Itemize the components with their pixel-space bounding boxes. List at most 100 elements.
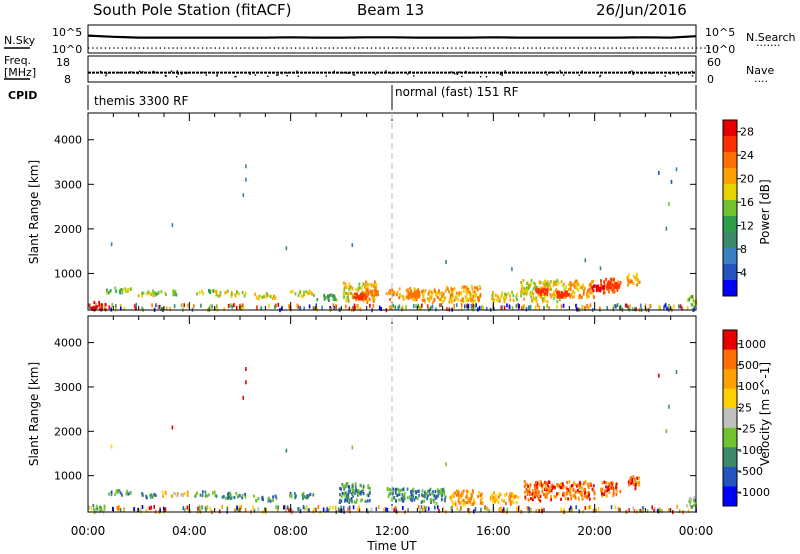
power-echo-mark — [619, 281, 622, 285]
velocity-echo-mark — [345, 482, 348, 486]
velocity-echo-mark — [457, 493, 460, 498]
velocity-colorbar-swatch — [723, 349, 737, 370]
nsearch-dot — [717, 47, 719, 49]
power-ground-mark — [446, 307, 448, 311]
velocity-ground-mark — [308, 508, 310, 513]
power-echo-mark — [424, 300, 426, 304]
velocity-echo-mark — [581, 486, 583, 490]
power-ground-mark — [165, 306, 168, 311]
velocity-ground-mark — [218, 509, 221, 514]
velocity-ground-mark — [352, 505, 355, 510]
power-echo-mark — [444, 296, 447, 300]
velocity-echo-mark — [360, 490, 363, 494]
power-echo-mark — [327, 297, 330, 301]
power-echo-mark — [538, 281, 541, 285]
velocity-echo-mark — [435, 494, 438, 499]
velocity-echo-mark — [423, 499, 426, 503]
power-ground-mark — [229, 303, 232, 308]
power-echo-mark — [610, 278, 613, 282]
power-echo-mark — [219, 290, 222, 295]
velocity-echo-mark — [473, 501, 476, 505]
velocity-echo-mark — [360, 499, 362, 503]
nave-dot — [501, 74, 503, 77]
power-echo-mark — [265, 292, 268, 296]
velocity-echo-mark — [411, 497, 413, 501]
velocity-echo-mark — [588, 497, 591, 501]
power-colorbar-swatch — [723, 216, 737, 233]
velocity-ground-mark — [236, 505, 238, 510]
velocity-echo-mark — [584, 487, 586, 492]
power-ground-mark — [587, 306, 590, 311]
velocity-echo-mark — [544, 486, 547, 491]
nsearch-dot — [493, 47, 495, 49]
power-echo-mark — [516, 298, 518, 302]
nave-dot — [407, 73, 409, 75]
power-scatter-mark — [511, 267, 513, 272]
power-ground-mark — [281, 306, 283, 311]
velocity-colorbar-swatch — [723, 447, 737, 468]
velocity-ground-mark — [394, 505, 397, 510]
power-echo-mark — [125, 288, 127, 292]
nsearch-dot — [594, 47, 596, 49]
power-echo-mark — [126, 289, 129, 293]
power-echo-mark — [602, 291, 605, 295]
power-echo-mark — [396, 293, 398, 297]
power-echo-mark — [538, 291, 541, 296]
velocity-echo-mark — [466, 493, 468, 497]
velocity-echo-mark — [433, 500, 436, 504]
velocity-echo-mark — [562, 482, 564, 486]
velocity-echo-mark — [261, 496, 263, 500]
nsearch-dot — [683, 47, 685, 49]
velocity-echo-mark — [339, 493, 341, 497]
power-echo-mark — [627, 279, 630, 283]
velocity-echo-mark — [153, 492, 155, 496]
velocity-echo-mark — [532, 489, 534, 493]
power-echo-mark — [450, 300, 453, 304]
power-hot-mark — [601, 286, 604, 290]
velocity-ground-mark — [234, 508, 236, 513]
velocity-echo-mark — [469, 500, 472, 504]
velocity-echo-mark — [690, 505, 693, 509]
power-echo-mark — [99, 307, 101, 311]
power-hot-mark — [593, 284, 596, 288]
power-ground-mark — [465, 304, 468, 309]
velocity-ground-mark — [589, 504, 592, 509]
nsearch-dot — [130, 47, 132, 49]
power-echo-mark — [515, 295, 518, 299]
velocity-ground-mark — [395, 509, 398, 513]
velocity-echo-mark — [591, 487, 594, 491]
nsearch-dot — [556, 47, 558, 49]
velocity-echo-mark — [468, 500, 471, 504]
velocity-echo-mark — [570, 496, 573, 501]
power-echo-mark — [539, 280, 542, 285]
nave-dot — [325, 75, 327, 77]
velocity-ground-mark — [221, 505, 223, 510]
power-echo-mark — [613, 290, 616, 294]
velocity-echo-mark — [472, 491, 474, 495]
velocity-echo-mark — [222, 495, 225, 499]
power-ground-mark — [464, 304, 466, 309]
power-hot-mark — [607, 286, 610, 290]
velocity-echo-mark — [548, 485, 551, 489]
velocity-echo-mark — [456, 493, 458, 497]
nsearch-dot — [176, 47, 178, 49]
nsky-left-tick-top: 10^5 — [52, 26, 82, 39]
power-echo-mark — [346, 285, 348, 289]
velocity-echo-mark — [394, 491, 397, 495]
velocity-echo-mark — [565, 486, 568, 490]
velocity-echo-mark — [609, 486, 612, 490]
power-echo-mark — [557, 281, 560, 285]
velocity-ground-mark — [386, 508, 389, 512]
power-echo-mark — [466, 291, 468, 295]
velocity-echo-mark — [536, 481, 539, 485]
power-echo-mark — [370, 284, 373, 288]
power-hot-mark — [418, 291, 421, 294]
velocity-echo-mark — [538, 483, 541, 487]
power-echo-mark — [147, 290, 150, 294]
power-echo-mark — [465, 285, 468, 289]
power-ground-mark — [440, 303, 443, 307]
velocity-ground-mark — [438, 509, 440, 513]
velocity-ground-mark — [347, 507, 349, 512]
nave-dot — [177, 73, 179, 75]
velocity-echo-mark — [499, 493, 502, 497]
